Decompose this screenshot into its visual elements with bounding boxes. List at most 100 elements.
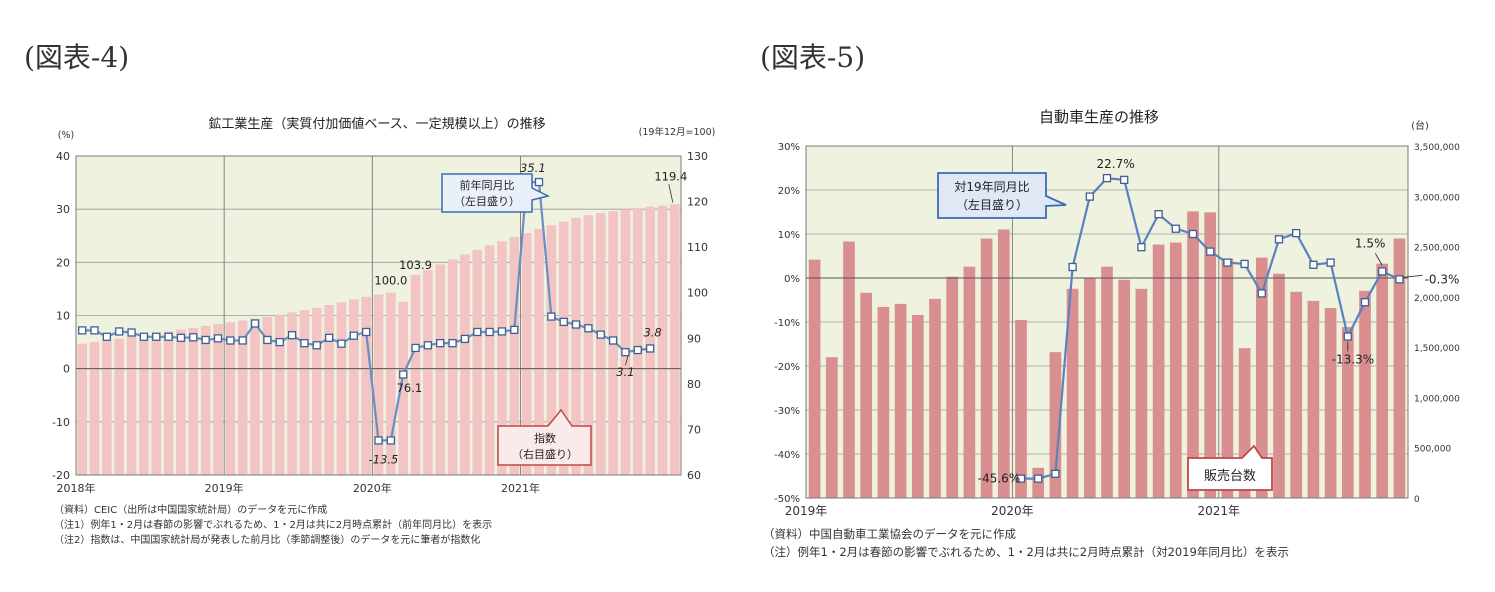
yoy-marker: [596, 330, 605, 339]
yoy-marker: [423, 341, 433, 350]
yoy-marker: [127, 328, 136, 337]
yoy-marker: [1223, 258, 1232, 267]
bar: [558, 221, 569, 475]
bar: [1152, 244, 1165, 498]
yoy-marker: [1378, 267, 1387, 276]
right-axis-tick-label: 3,000,000: [1414, 193, 1460, 203]
bar: [262, 316, 273, 475]
yoy-marker: [1240, 259, 1249, 269]
bar: [860, 292, 873, 498]
bar: [447, 259, 458, 475]
sales-callout-box: [1187, 444, 1273, 491]
yoy-marker: [115, 327, 124, 336]
yoy-marker: [497, 327, 507, 336]
bar: [311, 307, 322, 475]
yoy-marker: [1274, 235, 1284, 244]
yoy-marker: [534, 177, 544, 187]
bar: [250, 318, 260, 475]
yoy-marker: [102, 332, 112, 341]
bar: [373, 294, 384, 475]
yoy-marker: [510, 325, 519, 335]
yoy-leader: [1374, 253, 1383, 266]
bar: [546, 225, 557, 475]
yoy-marker: [78, 326, 87, 335]
bar: [670, 204, 680, 475]
bar: [1341, 327, 1354, 498]
bar: [1290, 291, 1303, 498]
x-axis-tick-label: 2019年: [205, 481, 244, 495]
yoy-label-last: -0.3%: [1425, 272, 1460, 286]
bar: [151, 333, 162, 475]
bar: [1083, 277, 1096, 498]
bar: [1204, 212, 1217, 498]
yoy-marker: [189, 333, 198, 342]
bar: [114, 338, 125, 475]
yoy-label-1-5: 1.5%: [1355, 236, 1386, 250]
x-axis-tick-label: 2020年: [991, 504, 1034, 518]
bar: [348, 299, 359, 475]
index-label-leader: [668, 184, 674, 203]
bar: [825, 357, 838, 498]
right-axis-tick-label: 130: [687, 150, 708, 163]
yoy-marker: [1016, 474, 1026, 483]
bar: [509, 237, 520, 475]
bar: [410, 274, 421, 475]
right-axis-tick-label: 2,500,000: [1414, 244, 1460, 254]
left-axis-tick-label: 40: [56, 150, 70, 163]
yoy-marker: [1343, 332, 1352, 341]
right-axis-tick-label: 60: [687, 469, 701, 482]
yoy-marker: [1188, 229, 1198, 239]
bar: [324, 305, 334, 475]
fig4-note-1: （注1）例年1・2月は春節の影響でぶれるため、1・2月は共に2月時点累計（前年同…: [54, 520, 493, 531]
yoy-marker: [152, 332, 161, 341]
left-axis-tick-label: 10: [56, 310, 70, 323]
bar: [237, 320, 248, 475]
bar: [1118, 279, 1131, 498]
bar: [632, 207, 643, 476]
bar: [398, 301, 409, 475]
left-axis-tick-label: 30%: [778, 142, 800, 153]
right-axis-tick-label: 500,000: [1414, 445, 1451, 455]
yoy-leader: [625, 356, 629, 366]
bar: [1101, 266, 1113, 498]
bar: [843, 241, 855, 499]
left-axis-tick-label: -50%: [774, 494, 800, 505]
bar: [213, 324, 223, 475]
right-axis-tick-label: 0: [1414, 495, 1420, 505]
yoy-label-max: 35.1: [520, 161, 546, 175]
right-axis-tick-label: 1,500,000: [1414, 344, 1460, 354]
fig5-chart-title: 自動車生産の推移: [1039, 108, 1159, 126]
bar: [1359, 290, 1371, 498]
right-axis-tick-label: 120: [687, 196, 708, 209]
yoy-marker: [1292, 228, 1301, 238]
yoy-marker: [1309, 260, 1318, 269]
bar: [1393, 238, 1406, 499]
left-axis-tick-label: -10: [52, 416, 70, 429]
x-axis-tick-label: 2020年: [353, 481, 392, 495]
sales-callout-label: 販売台数: [1204, 468, 1256, 484]
plot-frame: [805, 145, 1409, 499]
yoy-marker: [399, 370, 408, 379]
yoy-marker: [1085, 192, 1094, 201]
yoy-marker: [485, 327, 494, 337]
yoy-marker: [226, 336, 235, 345]
right-axis-tick-label: 90: [687, 332, 701, 345]
yoy-callout-line-1: 対19年同月比: [954, 180, 1029, 194]
index-callout-box: [497, 408, 592, 466]
bar: [620, 209, 631, 475]
yoy-label-low: 3.1: [616, 365, 634, 379]
yoy-marker: [213, 334, 223, 343]
yoy-marker: [1326, 258, 1335, 267]
bar: [225, 322, 236, 475]
yoy-marker: [176, 333, 186, 342]
bar: [423, 269, 433, 475]
bar: [980, 238, 993, 499]
yoy-marker: [1360, 298, 1370, 307]
bar: [89, 341, 100, 475]
fig5-source-note: （資料）中国自動車工業協会のデータを元に作成: [763, 527, 1016, 541]
left-axis-tick-label: -20%: [774, 362, 800, 373]
yoy-marker: [645, 344, 655, 353]
right-axis-tick-label: 70: [687, 423, 701, 436]
bar: [139, 335, 149, 475]
index-label-103: 103.9: [399, 258, 432, 272]
